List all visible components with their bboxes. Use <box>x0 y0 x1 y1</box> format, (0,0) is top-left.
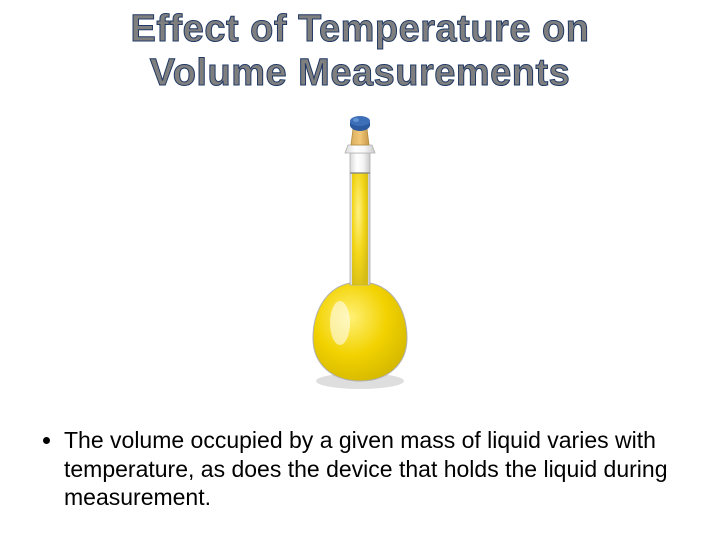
volumetric-flask-icon <box>295 113 425 393</box>
bullet-item: The volume occupied by a given mass of l… <box>64 426 682 512</box>
bullet-text: The volume occupied by a given mass of l… <box>64 427 668 511</box>
title-line-2: Volume Measurements <box>150 52 571 94</box>
title-line-1: Effect of Temperature on <box>131 8 590 50</box>
flask-container <box>0 113 720 393</box>
bullet-list: The volume occupied by a given mass of l… <box>38 426 682 512</box>
page-title: Effect of Temperature on Volume Measurem… <box>0 0 720 95</box>
